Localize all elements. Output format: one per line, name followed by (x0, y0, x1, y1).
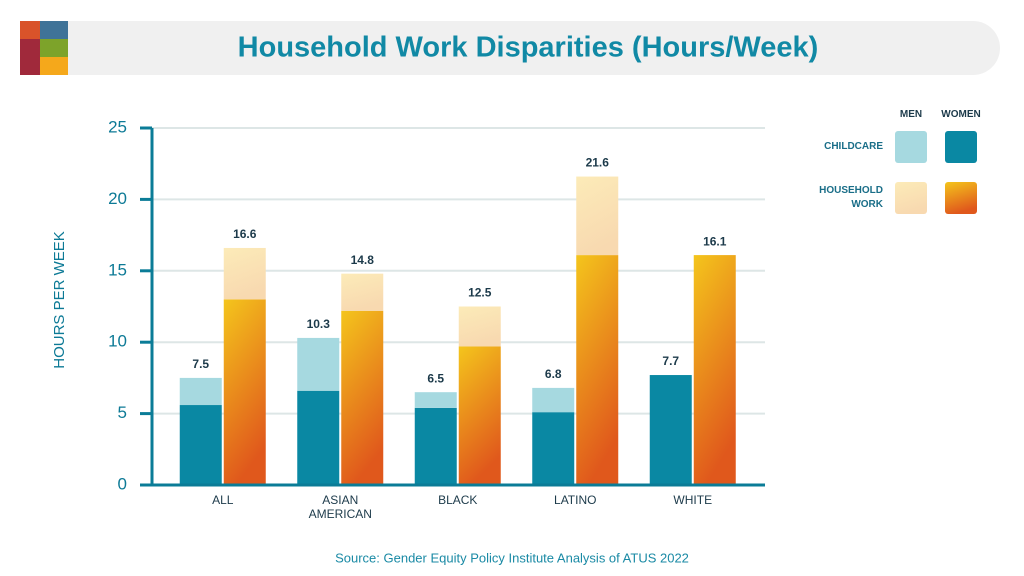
bar-segment (576, 176, 619, 256)
bar-segment (458, 306, 501, 347)
value-label: 14.8 (351, 253, 375, 267)
bar-segment (297, 337, 340, 391)
x-tick-label: ALL (212, 493, 234, 507)
legend-column: WOMEN (941, 109, 981, 120)
legend-label: CHILDCARE (824, 141, 883, 152)
value-label: 16.6 (233, 227, 257, 241)
y-tick-label: 25 (108, 117, 127, 136)
chart-title: Household Work Disparities (Hours/Week) (238, 32, 819, 64)
x-tick-label: BLACK (438, 493, 478, 507)
y-tick-label: 10 (108, 332, 127, 351)
bar-segment (414, 407, 457, 485)
legend-swatch (945, 131, 977, 163)
legend-swatch (945, 182, 977, 214)
legend-swatch (895, 182, 927, 214)
legend-swatch (895, 131, 927, 163)
bar-segment (179, 405, 222, 485)
bar-segment (693, 255, 736, 485)
bar-segment (223, 247, 266, 300)
y-axis-label: HOURS PER WEEK (51, 231, 68, 369)
bar-segment (458, 346, 501, 485)
bar-segment (179, 377, 222, 406)
legend-label: HOUSEHOLD WORK (819, 185, 883, 210)
y-tick-label: 5 (118, 403, 127, 422)
bar-segment (532, 387, 575, 413)
value-label: 12.5 (468, 286, 492, 300)
bar-segment (576, 255, 619, 485)
bar-segment (532, 412, 575, 485)
title-banner (20, 21, 1000, 75)
value-label: 21.6 (586, 156, 610, 170)
bar-segment (297, 390, 340, 485)
y-tick-label: 20 (108, 189, 127, 208)
bar-segment (414, 392, 457, 408)
logo (20, 21, 68, 75)
legend-column: MEN (899, 109, 923, 120)
value-label: 16.1 (703, 234, 727, 248)
source-note: Source: Gender Equity Policy Institute A… (335, 550, 689, 565)
x-tick-label: WHITE (673, 493, 713, 507)
bar-segment (649, 375, 692, 485)
value-label: 6.5 (427, 371, 444, 385)
x-tick-label: ASIAN AMERICAN (308, 493, 372, 521)
value-label: 6.8 (545, 367, 562, 381)
bar-segment (341, 310, 384, 485)
y-tick-label: 0 (118, 474, 127, 493)
value-label: 7.7 (662, 354, 679, 368)
value-label: 7.5 (192, 357, 209, 371)
y-tick-label: 15 (108, 260, 127, 279)
bar-segment (223, 299, 266, 485)
x-tick-label: LATINO (554, 493, 597, 507)
value-label: 10.3 (307, 317, 331, 331)
bar-segment (341, 273, 384, 311)
